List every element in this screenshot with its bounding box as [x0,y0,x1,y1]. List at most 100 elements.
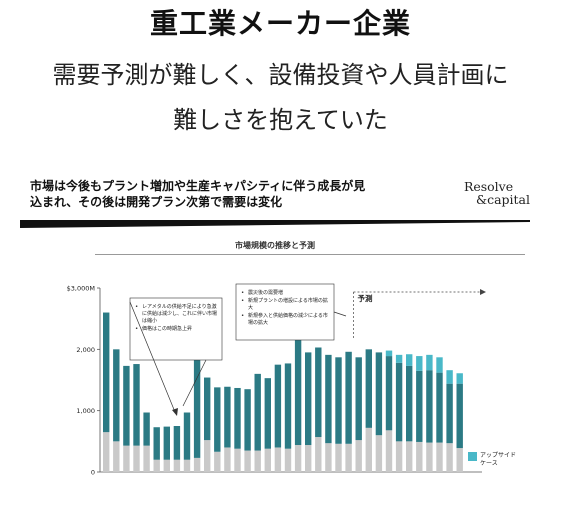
hero-subtitle-line1: 需要予測が難しく、設備投資や人員計画に [52,61,509,89]
bar-main-segment [456,383,463,449]
annotation-left-arrow-head [172,408,178,416]
bar-base-segment [416,441,423,472]
bar-main-segment [426,370,433,443]
bar-base-segment [254,450,261,472]
bar-base-segment [335,443,342,472]
bar-main-segment [143,412,150,446]
annotation-right-arrow [333,311,347,317]
bar-base-segment [345,443,352,472]
bar-base-segment [224,447,231,472]
bar-upside-segment [385,350,393,357]
bar-base-segment [284,448,292,472]
bar-main-segment [406,365,413,442]
bar-main-segment [446,383,453,444]
bar-base-segment [204,440,211,472]
bar-base-segment [325,443,332,472]
y-tick-label: 1,000 [76,407,95,415]
brand-line2: &capital [475,192,530,207]
bar-main-segment [416,370,423,442]
chart-title: 市場規模の推移と予測 [235,241,315,250]
bar-main-segment [345,351,352,444]
annotation-right-bullet-mark: • [241,298,244,304]
annotation-left-bullet-text: は縮小 [142,317,157,324]
bar-base-segment [375,435,383,472]
slide-headline-line1: 市場は今後もプラント増加や生産キャパシティに伴う成長が見 [30,179,366,193]
annotation-right-bullet-text: 新規プラントの増設による市場の拡 [248,297,328,304]
bar-base-segment [456,448,463,472]
bar-base-segment [426,442,433,472]
bar-main-segment [163,426,170,460]
bar-main-segment [365,349,372,428]
bar-main-segment [123,365,130,446]
bar-main-segment [325,354,332,444]
annotation-right-bullet-text: 新規参入と供給価格の減少による市 [248,312,328,319]
brand-logo: Resolve &capital [464,180,530,206]
bar-main-segment [395,362,403,442]
bar-main-segment [204,377,211,441]
bar-main-segment [305,352,312,446]
bar-upside-segment [446,370,453,384]
bar-base-segment [153,459,160,472]
embedded-slide: 市場は今後もプラント増加や生産キャパシティに伴う成長が見 込まれ、その後は開発プ… [20,178,530,518]
bar-base-segment [294,445,302,472]
bar-main-segment [385,356,393,431]
y-tick-label: 0 [91,469,95,477]
annotation-left-bullet-mark: • [135,304,138,310]
bar-base-segment [395,441,403,472]
bar-base-segment [305,445,312,472]
bar-main-segment [355,357,362,441]
bar-base-segment [183,459,191,472]
annotation-left-bullet-text: に供給は減少し、これに伴い市場 [142,310,217,317]
hero-subtitle-line2: 難しさを抱えていた [173,106,388,134]
bar-base-segment [274,447,282,472]
bar-main-segment [335,357,342,444]
bar-base-segment [143,445,150,472]
bar-base-segment [315,437,322,472]
bar-base-segment [385,430,393,472]
bar-upside-segment [416,356,423,371]
forecast-arrow-head [480,289,486,295]
y-tick-label: $3,000M [67,285,95,293]
legend-swatch [468,452,477,461]
bar-upside-segment [426,354,433,371]
slide-headline: 市場は今後もプラント増加や生産キャパシティに伴う成長が見 込まれ、その後は開発プ… [30,178,450,210]
bar-main-segment [294,338,302,446]
legend-label: ケース [480,460,498,467]
bar-main-segment [284,363,292,449]
annotation-left-bullet-mark: • [135,326,138,332]
annotation-left-arrow-2 [182,359,207,407]
y-tick-label: 2,000 [76,346,95,354]
bar-main-segment [183,412,191,460]
bar-base-segment [264,448,271,472]
headline-divider [20,220,530,228]
bar-base-segment [406,441,413,472]
annotation-right-bullet-text: 大 [248,304,253,311]
bar-main-segment [224,386,231,448]
bar-base-segment [123,445,130,472]
bar-main-segment [274,364,282,448]
bar-main-segment [234,387,241,449]
bar-main-segment [254,373,261,451]
bar-base-segment [244,450,251,472]
bar-base-segment [193,457,201,472]
bar-base-segment [113,441,120,472]
forecast-label: 予測 [358,293,373,303]
annotation-right-box [235,283,335,341]
bar-main-segment [173,426,181,460]
slide-headline-line2: 込まれ、その後は開発プラン次第で需要は変化 [30,195,283,209]
bar-base-segment [234,448,241,472]
hero-title: 重工業メーカー企業 [149,7,411,40]
bar-main-segment [153,427,160,460]
bar-base-segment [365,427,372,472]
annotation-right-bullet-mark: • [241,290,244,296]
annotation-left-bullet-text: レアメタルの供給不足により急激 [142,303,217,310]
legend-label: アップサイド [480,452,516,459]
brand-line1: Resolve [463,179,514,194]
bar-upside-segment [456,373,463,384]
bar-main-segment [244,389,251,451]
annotation-right-bullet-mark: • [241,313,244,319]
annotation-left-arrow [129,301,176,413]
bar-upside-segment [406,354,413,366]
annotation-right-bullet-text: 震災後の需要増 [248,289,283,296]
bar-main-segment [133,364,140,446]
